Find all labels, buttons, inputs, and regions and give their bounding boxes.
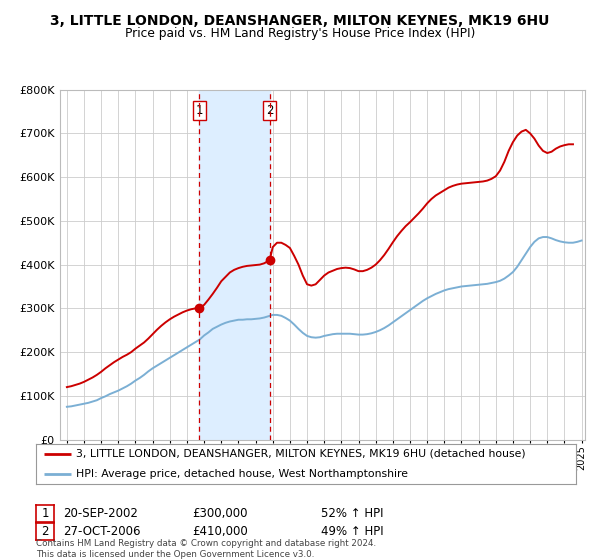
Text: £410,000: £410,000 [192, 525, 248, 538]
Text: Contains HM Land Registry data © Crown copyright and database right 2024.
This d: Contains HM Land Registry data © Crown c… [36, 539, 376, 559]
Text: 3, LITTLE LONDON, DEANSHANGER, MILTON KEYNES, MK19 6HU: 3, LITTLE LONDON, DEANSHANGER, MILTON KE… [50, 14, 550, 28]
Text: 49% ↑ HPI: 49% ↑ HPI [321, 525, 383, 538]
Text: 27-OCT-2006: 27-OCT-2006 [63, 525, 140, 538]
Text: 52% ↑ HPI: 52% ↑ HPI [321, 507, 383, 520]
Text: 2: 2 [41, 525, 49, 538]
Bar [199, 90, 269, 440]
Text: 20-SEP-2002: 20-SEP-2002 [63, 507, 138, 520]
Text: 1: 1 [196, 104, 203, 117]
Text: 2: 2 [266, 104, 274, 117]
Text: £300,000: £300,000 [192, 507, 248, 520]
Text: 1: 1 [41, 507, 49, 520]
Text: HPI: Average price, detached house, West Northamptonshire: HPI: Average price, detached house, West… [77, 469, 409, 479]
Text: Price paid vs. HM Land Registry's House Price Index (HPI): Price paid vs. HM Land Registry's House … [125, 27, 475, 40]
Text: 3, LITTLE LONDON, DEANSHANGER, MILTON KEYNES, MK19 6HU (detached house): 3, LITTLE LONDON, DEANSHANGER, MILTON KE… [77, 449, 526, 459]
